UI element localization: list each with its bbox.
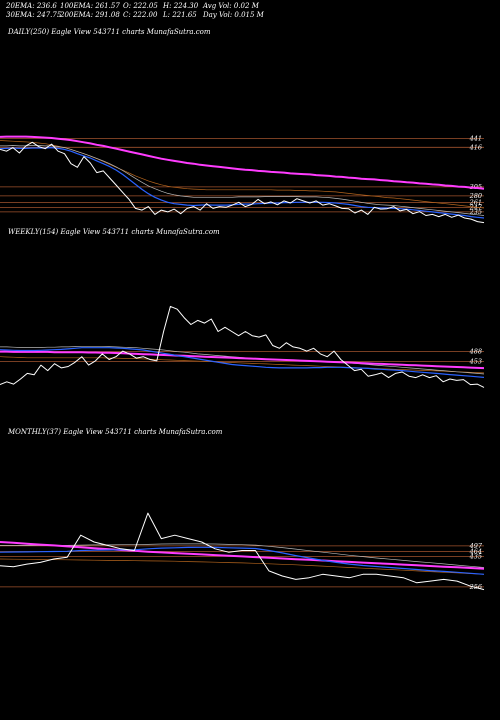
stat-high: H: 224.30: [163, 2, 199, 10]
series-ema-gray-line: [0, 145, 485, 216]
level-label-435: 435: [469, 552, 482, 560]
level-label-416: 416: [469, 143, 482, 151]
series-ema-gray-line: [0, 543, 485, 568]
monthly-chart-panel: MONTHLY(37) Eagle View 543711 charts Mun…: [0, 428, 500, 700]
weekly-chart-panel: WEEKLY(154) Eagle View 543711 charts Mun…: [0, 228, 500, 428]
stat-20ema: 20EMA: 236.6: [6, 2, 57, 10]
series-ema-fast-line: [0, 546, 485, 575]
level-label-247: 247: [469, 204, 483, 212]
level-label-488: 488: [469, 348, 482, 356]
series-price-line: [0, 512, 485, 591]
series-ema-fast-line: [0, 347, 485, 378]
daily-chart-panel: DAILY(250) Eagle View 543711 charts Muna…: [0, 28, 500, 228]
stat-100ema: 100EMA: 261.57: [60, 2, 120, 10]
series-price-line: [0, 141, 485, 224]
series-ema-pink-line: [0, 350, 485, 370]
level-label-441: 441: [469, 134, 482, 142]
level-label-235: 235: [469, 208, 482, 216]
level-label-261: 261: [469, 199, 482, 207]
stat-30ema: 30EMA: 247.75: [6, 11, 62, 19]
stat-close: C: 222.00: [123, 11, 158, 19]
daily-chart-title: DAILY(250) Eagle View 543711 charts Muna…: [8, 28, 211, 36]
level-label-464: 464: [469, 548, 482, 556]
stat-200ema: 200EMA: 291.08: [60, 11, 120, 19]
series-ema-brown-line: [0, 140, 485, 209]
stats-header: 20EMA: 236.6 100EMA: 261.57 O: 222.05 H:…: [0, 0, 500, 22]
stat-day-vol: Day Vol: 0.015 M: [203, 11, 264, 19]
weekly-chart-title: WEEKLY(154) Eagle View 543711 charts Mun…: [8, 228, 220, 236]
footer-area: [0, 700, 500, 720]
series-price-line: [0, 305, 485, 388]
stat-open: O: 222.05: [123, 2, 158, 10]
level-label-453: 453: [469, 357, 482, 365]
series-ema-brown-line: [0, 558, 485, 575]
monthly-chart-title: MONTHLY(37) Eagle View 543711 charts Mun…: [8, 428, 223, 436]
series-ema-pink-line: [0, 541, 485, 570]
level-label-497: 497: [469, 542, 483, 550]
stat-low: L: 221.65: [163, 11, 197, 19]
stat-avg-vol: Avg Vol: 0.02 M: [203, 2, 259, 10]
series-ema-pink-line: [0, 135, 485, 190]
level-label-280: 280: [469, 192, 482, 200]
